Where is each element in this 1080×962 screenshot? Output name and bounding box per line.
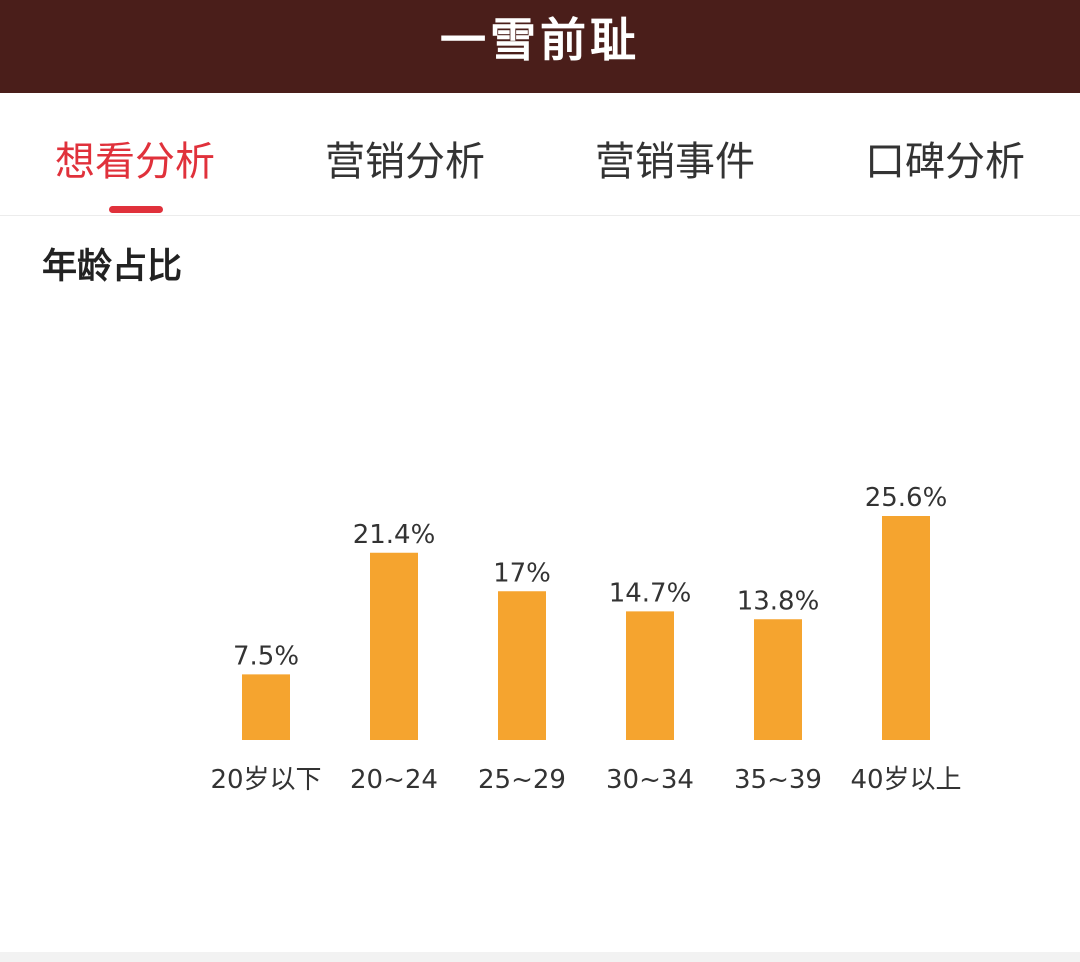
value-label-1: 21.4% (353, 520, 436, 550)
bar-0 (242, 674, 290, 740)
value-label-0: 7.5% (233, 641, 299, 671)
tab-reputation-analysis[interactable]: 口碑分析 (865, 139, 1025, 185)
category-label-5: 40岁以上 (850, 765, 961, 795)
category-label-0: 20岁以下 (210, 765, 321, 795)
value-label-4: 13.8% (737, 586, 820, 616)
value-label-5: 25.6% (865, 483, 948, 513)
tab-want-to-see-analysis[interactable]: 想看分析 (55, 139, 215, 185)
category-label-1: 20~24 (350, 765, 438, 795)
tab-marketing-events[interactable]: 营销事件 (595, 139, 755, 185)
app-header: 一雪前耻 (0, 0, 1080, 93)
value-label-3: 14.7% (609, 578, 692, 608)
category-label-3: 30~34 (606, 765, 694, 795)
tab-marketing-analysis[interactable]: 营销分析 (325, 139, 485, 185)
age-bar-chart: 7.5% 20岁以下 21.4% 20~24 17% 25~29 14.7% 30~34 13.… (210, 483, 961, 795)
value-label-2: 17% (493, 558, 551, 588)
bar-3 (626, 611, 674, 740)
section-title-age-ratio: 年龄占比 (42, 247, 183, 287)
bar-4 (754, 619, 802, 740)
bar-5 (882, 516, 930, 740)
active-tab-indicator (109, 206, 163, 213)
bar-1 (370, 552, 418, 740)
bar-2 (498, 591, 546, 740)
bottom-divider (0, 952, 1080, 962)
tab-bar: 想看分析 营销分析 营销事件 口碑分析 (0, 93, 1080, 216)
page-title: 一雪前耻 (440, 13, 640, 67)
category-label-2: 25~29 (478, 765, 566, 795)
category-label-4: 35~39 (734, 765, 822, 795)
